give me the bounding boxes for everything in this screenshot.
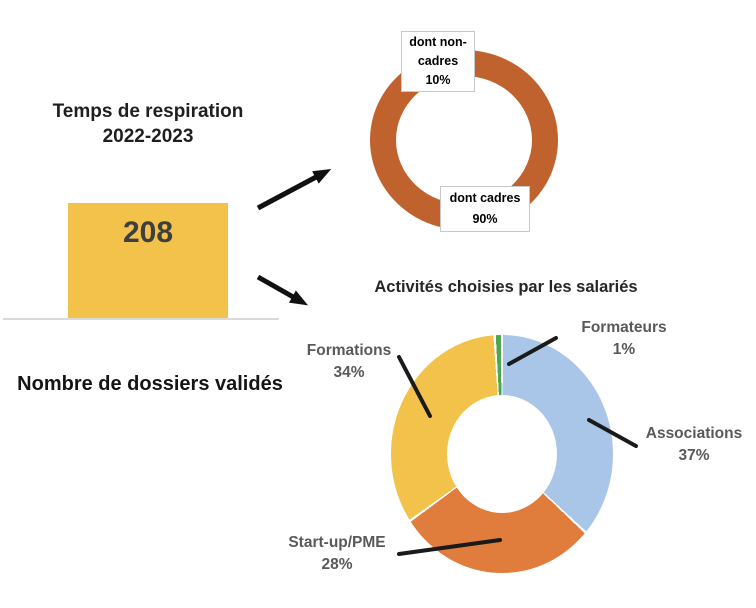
activities-chart-title: Activités choisies par les salariés	[374, 278, 638, 296]
arrow-to-cadres-donut	[256, 168, 332, 211]
cadres-data-label: dont cadres 90%	[440, 186, 530, 232]
associations-category: Associations	[645, 425, 743, 442]
cadres-value: 90%	[472, 212, 498, 226]
bar-category-label: Nombre de dossiers validés	[17, 373, 283, 395]
associations-value: 37%	[678, 447, 710, 464]
panel-title: Temps de respiration 2022-2023	[18, 99, 278, 149]
label-startup-pme: Start-up/PME 28%	[267, 532, 407, 576]
panel-title-line2: 2022-2023	[102, 126, 194, 147]
arrow-to-activities-donut	[256, 274, 309, 306]
non-cadres-category: dont non-cadres	[409, 35, 467, 68]
cadres-donut-hole	[396, 76, 532, 204]
validated-files-bar	[68, 203, 228, 318]
non-cadres-data-label: dont non-cadres 10%	[401, 31, 475, 92]
label-formateurs: Formateurs 1%	[554, 317, 694, 361]
formations-category: Formations	[306, 342, 392, 359]
bar-value-label: 208	[122, 216, 174, 249]
category-axis-line	[3, 318, 279, 320]
panel-title-line1: Temps de respiration	[52, 101, 244, 122]
startup-category: Start-up/PME	[288, 534, 386, 551]
non-cadres-value: 10%	[425, 73, 451, 87]
label-formations: Formations 34%	[279, 340, 419, 384]
formations-value: 34%	[333, 364, 365, 381]
formateurs-category: Formateurs	[581, 319, 667, 336]
label-associations: Associations 37%	[624, 423, 756, 467]
startup-value: 28%	[321, 556, 353, 573]
formateurs-value: 1%	[612, 341, 636, 358]
cadres-category: dont cadres	[449, 191, 521, 205]
activities-donut-hole	[447, 395, 557, 513]
